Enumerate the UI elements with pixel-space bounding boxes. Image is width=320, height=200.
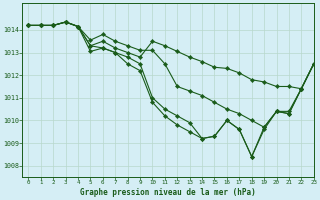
X-axis label: Graphe pression niveau de la mer (hPa): Graphe pression niveau de la mer (hPa) (80, 188, 256, 197)
